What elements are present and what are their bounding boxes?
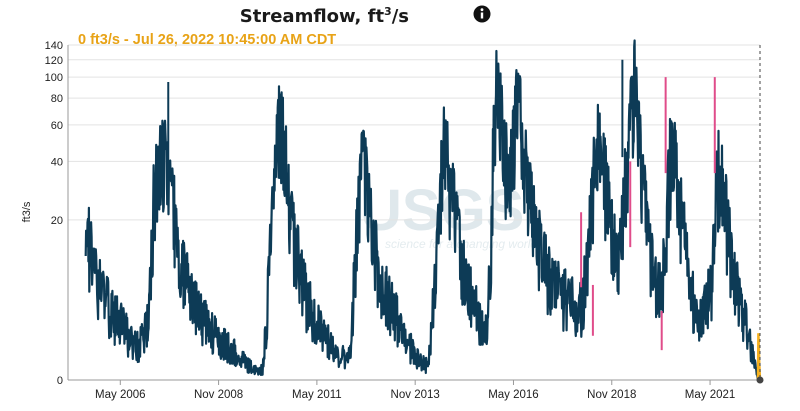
- x-axis-ticks: May 2006 Nov 2008 May 2011 Nov 2013 May 2016…: [95, 380, 735, 401]
- y-axis-label: ft3/s: [21, 201, 33, 222]
- gridlines: [67, 44, 760, 381]
- y-tick-label: 20: [51, 215, 63, 227]
- y-tick-label: 40: [51, 156, 63, 168]
- y-tick-label: 140: [45, 40, 63, 52]
- x-tick-label: May 2021: [685, 389, 736, 401]
- info-icon[interactable]: [473, 5, 491, 23]
- chart-title: Streamflow, ft3/s: [240, 5, 491, 27]
- x-tick-label: May 2011: [292, 389, 342, 401]
- title-suffix: /s: [392, 6, 409, 27]
- x-tick-label: May 2006: [95, 389, 146, 401]
- tooltip-readout: 0 ft3/s - Jul 26, 2022 10:45:00 AM CDT: [78, 32, 336, 48]
- y-tick-label: 60: [51, 120, 63, 132]
- title-text: Streamflow, ft: [240, 6, 385, 27]
- streamflow-series-line: [84, 39, 760, 381]
- x-tick-label: Nov 2008: [194, 389, 243, 401]
- y-tick-label: 100: [45, 72, 63, 84]
- cursor-point: [756, 376, 764, 384]
- plot-area[interactable]: [84, 39, 764, 384]
- svg-text:Streamflow, ft3/s: Streamflow, ft3/s: [240, 5, 409, 27]
- title-superscript: 3: [384, 5, 392, 18]
- y-axis-ticks: 0 20 40 60 80 100 120 140: [45, 40, 63, 387]
- y-tick-label: 0: [57, 375, 63, 387]
- y-tick-label: 120: [45, 55, 63, 67]
- x-tick-label: Nov 2013: [391, 389, 440, 401]
- x-tick-label: May 2016: [488, 389, 539, 401]
- x-tick-label: Nov 2018: [587, 389, 636, 401]
- y-tick-label: 80: [51, 93, 63, 105]
